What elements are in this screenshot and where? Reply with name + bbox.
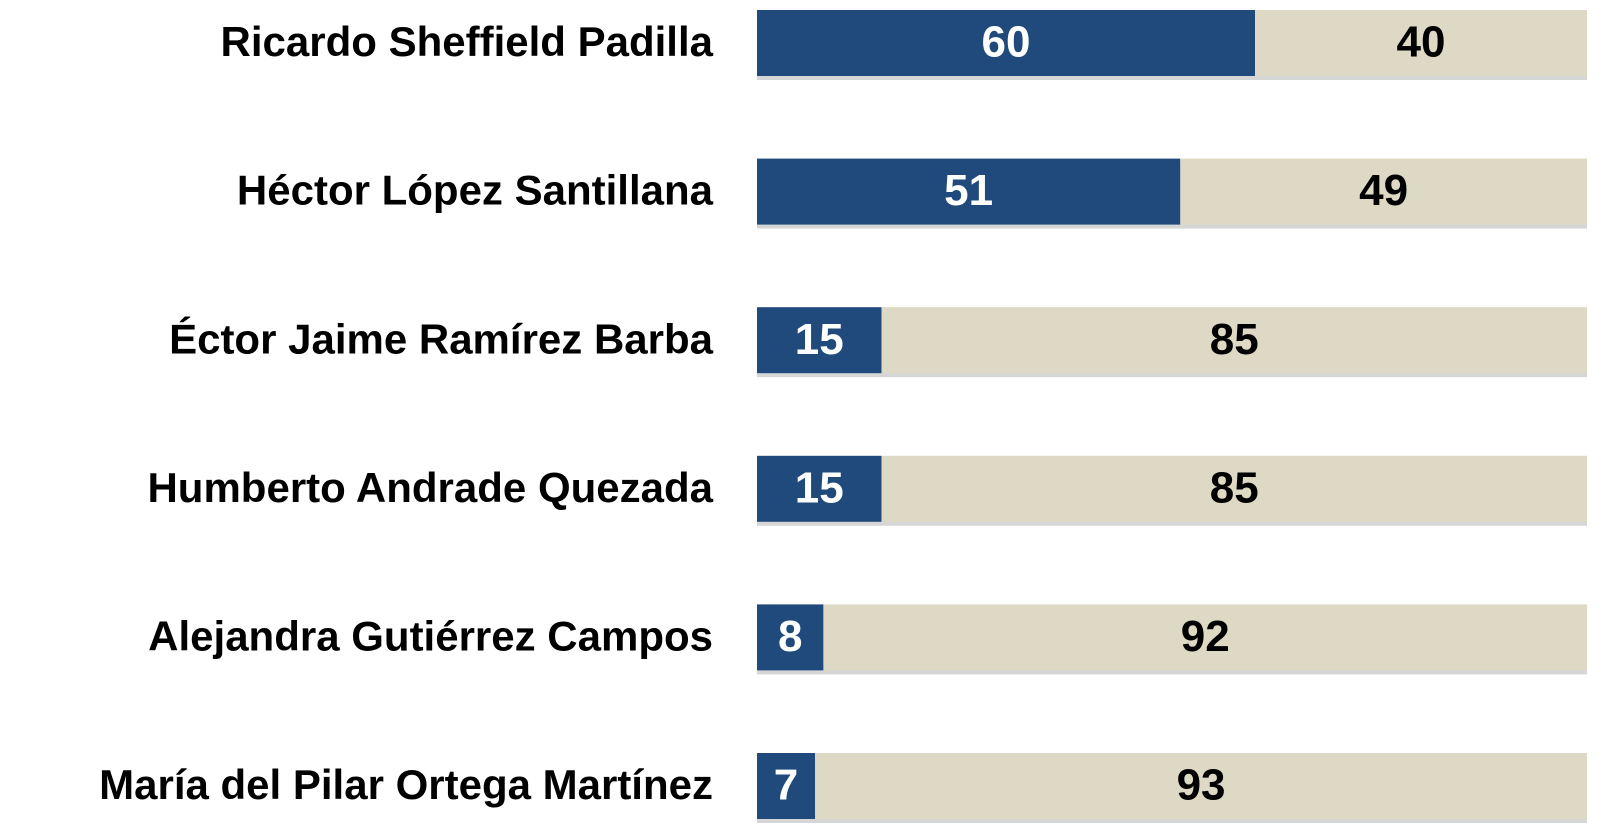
bar-segment xyxy=(757,753,816,819)
bar-segment xyxy=(823,604,1587,671)
bar-segment xyxy=(1180,158,1587,225)
value-label: 15 xyxy=(795,463,844,512)
bar-segment xyxy=(757,455,882,522)
value-label: 15 xyxy=(795,315,844,364)
value-label: 85 xyxy=(1210,463,1259,512)
value-label: 7 xyxy=(774,761,798,810)
bar-segment xyxy=(757,10,1255,76)
category-label: Éctor Jaime Ramírez Barba xyxy=(169,315,714,362)
category-label: Humberto Andrade Quezada xyxy=(147,464,713,511)
bar-segment xyxy=(881,307,1587,374)
value-label: 40 xyxy=(1397,18,1446,67)
bar-segment xyxy=(757,158,1181,225)
category-label: Ricardo Sheffield Padilla xyxy=(221,18,714,65)
value-label: 51 xyxy=(944,166,993,215)
category-label: María del Pilar Ortega Martínez xyxy=(99,761,713,808)
value-label: 60 xyxy=(982,18,1031,67)
category-label: Alejandra Gutiérrez Campos xyxy=(148,612,713,659)
category-label: Héctor López Santillana xyxy=(237,167,714,214)
bar-segment xyxy=(757,604,824,671)
value-label: 93 xyxy=(1177,761,1226,810)
value-label: 92 xyxy=(1181,612,1230,661)
bar-segment xyxy=(757,307,882,374)
bar-segment xyxy=(1255,10,1587,76)
value-label: 49 xyxy=(1359,166,1408,215)
value-label: 8 xyxy=(778,612,802,661)
bar-segment xyxy=(881,455,1587,522)
bar-segment xyxy=(815,753,1587,819)
value-label: 85 xyxy=(1210,315,1259,364)
